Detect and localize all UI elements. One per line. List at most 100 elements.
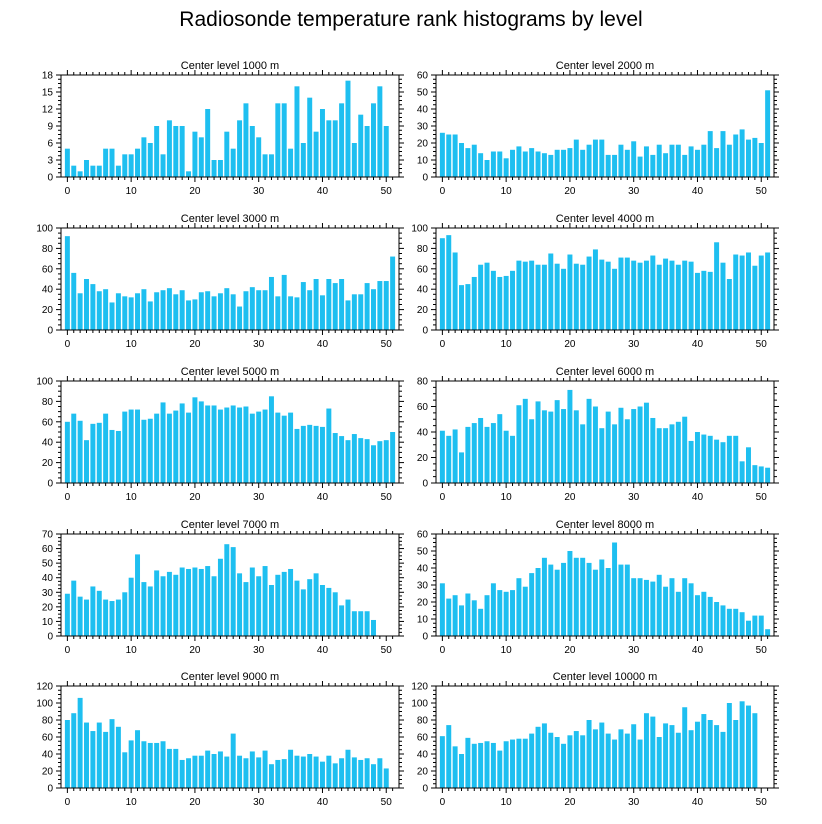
x-tick-label: 20: [189, 492, 201, 503]
bar: [733, 608, 739, 636]
bar: [109, 429, 115, 483]
bar: [586, 562, 592, 636]
x-tick-label: 10: [126, 339, 138, 350]
bar: [624, 419, 630, 483]
bar: [192, 397, 198, 483]
bar: [128, 297, 134, 330]
bar: [351, 611, 357, 636]
bar: [166, 748, 172, 788]
bar: [364, 283, 370, 330]
x-tick-label: 0: [440, 797, 446, 808]
bar: [262, 409, 268, 483]
bar: [90, 586, 96, 636]
x-tick-label: 0: [440, 645, 446, 656]
bar: [752, 713, 758, 788]
bar: [631, 724, 637, 788]
y-tick-label: 60: [417, 264, 429, 275]
y-tick-label: 100: [36, 224, 53, 235]
bar: [605, 261, 611, 330]
bar: [288, 749, 294, 788]
bar: [580, 735, 586, 788]
bar: [637, 406, 643, 483]
bar: [688, 440, 694, 483]
bar: [746, 139, 751, 177]
bar: [96, 291, 102, 330]
bar: [383, 440, 389, 483]
bar: [300, 756, 306, 788]
bar: [529, 260, 535, 330]
bar: [554, 400, 560, 484]
bar: [249, 126, 255, 177]
bar: [758, 466, 764, 483]
bar: [522, 151, 528, 177]
bar: [319, 761, 325, 788]
bar: [452, 252, 458, 330]
bar: [230, 733, 236, 788]
bar: [77, 697, 83, 788]
bar: [643, 402, 649, 483]
bar: [294, 297, 300, 330]
x-tick-label: 0: [65, 645, 71, 656]
bar: [714, 725, 720, 788]
panel-9: Center level 9000 m 0 10 20 30 40 50 0 20 40 60 80 1…: [36, 671, 404, 808]
bar: [561, 562, 567, 636]
bar: [675, 421, 681, 483]
bar: [154, 742, 160, 788]
bar: [765, 90, 771, 177]
bar: [663, 258, 669, 330]
panel-title: Center level 2000 m: [556, 60, 654, 72]
bar: [371, 619, 376, 636]
panel-2: Center level 2000 m 0 10 20 30 40 50 0 10 20 30 40 5…: [417, 60, 779, 197]
bar: [669, 725, 675, 788]
bar: [529, 419, 535, 483]
bar: [377, 441, 383, 483]
bar: [364, 611, 370, 636]
bar: [554, 263, 560, 330]
bar: [733, 435, 739, 483]
bar: [503, 591, 509, 636]
bar: [726, 435, 732, 483]
bar: [688, 730, 694, 788]
x-tick-label: 20: [564, 492, 576, 503]
x-tick-label: 50: [381, 492, 393, 503]
x-tick-label: 50: [381, 645, 393, 656]
bar: [84, 160, 89, 177]
bar: [217, 751, 223, 788]
bar: [624, 257, 630, 330]
bar: [307, 579, 313, 636]
bar: [141, 419, 147, 483]
bar: [663, 153, 669, 177]
bar: [618, 729, 624, 788]
y-tick-label: 9: [47, 122, 53, 133]
bar: [71, 580, 77, 636]
bar: [351, 434, 357, 483]
bar: [580, 424, 586, 483]
y-tick-label: 60: [42, 264, 54, 275]
bar: [497, 750, 503, 788]
x-tick-label: 30: [253, 492, 265, 503]
bar: [358, 611, 364, 636]
x-tick-label: 30: [628, 492, 640, 503]
panel-10: Center level 10000 m 0 10 20 30 40 50 0 20 40 60 80…: [411, 671, 779, 808]
x-tick-label: 10: [501, 797, 513, 808]
bar: [612, 154, 618, 177]
bar: [739, 612, 745, 636]
bar: [599, 559, 605, 636]
bar: [490, 270, 496, 330]
bar: [541, 153, 547, 177]
bar: [230, 148, 236, 177]
y-tick-label: 40: [42, 750, 54, 761]
x-tick-label: 30: [628, 645, 640, 656]
bar: [281, 274, 287, 330]
bar: [707, 435, 713, 483]
y-tick-label: 60: [42, 733, 54, 744]
bar: [71, 413, 77, 483]
bar: [179, 126, 185, 177]
bar: [262, 750, 268, 788]
bar: [249, 751, 255, 788]
bar: [567, 735, 573, 788]
bar: [497, 414, 503, 483]
bar: [84, 279, 89, 330]
x-tick-label: 20: [564, 339, 576, 350]
bar: [275, 296, 281, 330]
